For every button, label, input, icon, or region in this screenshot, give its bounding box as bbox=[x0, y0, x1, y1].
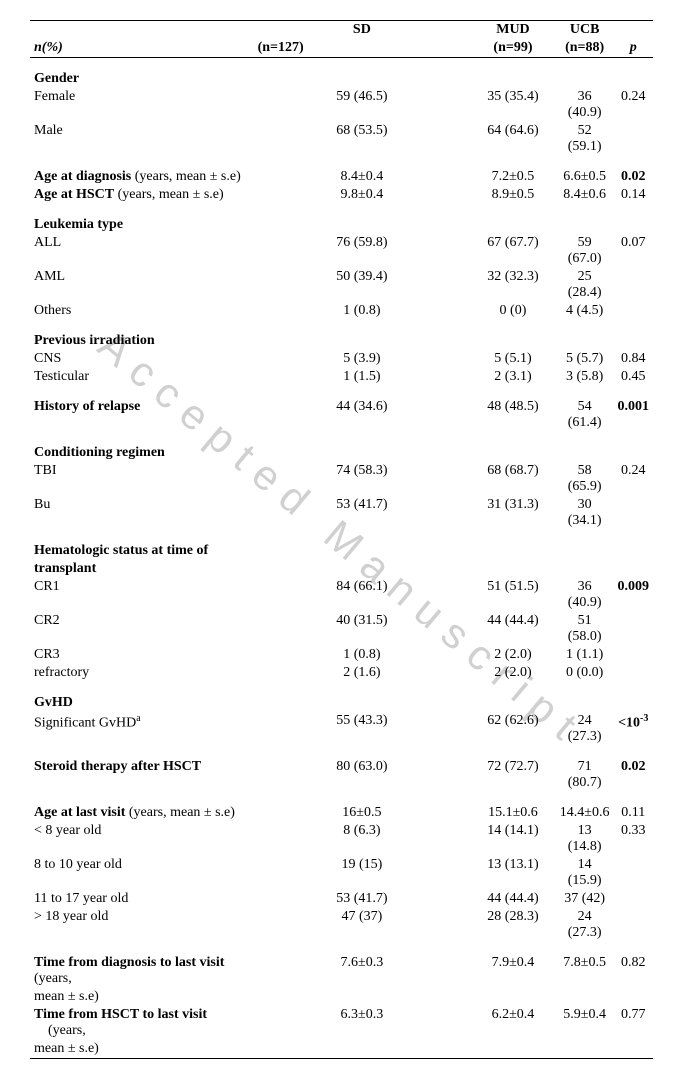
row-all: ALL76 (59.8)67 (67.7)59 (67.0)0.07 bbox=[30, 234, 653, 268]
row-cr2: CR240 (31.5)44 (44.4)51 (58.0) bbox=[30, 612, 653, 646]
row-cr1: CR184 (66.1)51 (51.5)36 (40.9)0.009 bbox=[30, 578, 653, 612]
row-refractory: refractory2 (1.6)2 (2.0)0 (0.0) bbox=[30, 664, 653, 682]
section-gender: Gender bbox=[30, 70, 653, 88]
header-row: n(%) SD MUD UCB p bbox=[30, 21, 653, 40]
row-8-10: 8 to 10 year old19 (15)13 (13.1)14 (15.9… bbox=[30, 856, 653, 890]
row-time-diag-2: mean ± s.e) bbox=[30, 988, 653, 1006]
row-bu: Bu53 (41.7)31 (31.3)30 (34.1) bbox=[30, 496, 653, 530]
col-mud-label: MUD bbox=[470, 21, 556, 40]
row-age-diagnosis: Age at diagnosis (years, mean ± s.e)8.4±… bbox=[30, 168, 653, 186]
section-irradiation: Previous irradiation bbox=[30, 332, 653, 350]
row-aml: AML50 (39.4)32 (32.3)25 (28.4) bbox=[30, 268, 653, 302]
row-male: Male68 (53.5)64 (64.6)52 (59.1) bbox=[30, 122, 653, 156]
section-leukemia: Leukemia type bbox=[30, 216, 653, 234]
section-gvhd: GvHD bbox=[30, 694, 653, 712]
col-p-label: p bbox=[613, 21, 653, 58]
row-female: Female59 (46.5)35 (35.4)36 (40.9)0.24 bbox=[30, 88, 653, 122]
row-testicular: Testicular1 (1.5)2 (3.1)3 (5.8)0.45 bbox=[30, 368, 653, 386]
section-hematologic-2: transplant bbox=[30, 560, 653, 578]
row-age-hsct: Age at HSCT (years, mean ± s.e)9.8±0.48.… bbox=[30, 186, 653, 204]
sd-n: (n=127) bbox=[254, 39, 471, 58]
row-lt8: < 8 year old8 (6.3)14 (14.1)13 (14.8)0.3… bbox=[30, 822, 653, 856]
col-ucb-label: UCB bbox=[556, 21, 614, 40]
row-age-last: Age at last visit (years, mean ± s.e)16±… bbox=[30, 804, 653, 822]
row-cns: CNS5 (3.9)5 (5.1)5 (5.7)0.84 bbox=[30, 350, 653, 368]
ucb-n: (n=88) bbox=[556, 39, 614, 58]
row-cr3: CR31 (0.8)2 (2.0)1 (1.1) bbox=[30, 646, 653, 664]
row-steroid: Steroid therapy after HSCT80 (63.0)72 (7… bbox=[30, 758, 653, 792]
section-conditioning: Conditioning regimen bbox=[30, 444, 653, 462]
row-time-hsct: Time from HSCT to last visit (years,6.3±… bbox=[30, 1006, 653, 1040]
row-gt18: > 18 year old47 (37)28 (28.3)24 (27.3) bbox=[30, 908, 653, 942]
row-relapse: History of relapse44 (34.6)48 (48.5)54 (… bbox=[30, 398, 653, 432]
row-time-diag: Time from diagnosis to last visit (years… bbox=[30, 954, 653, 988]
row-others: Others1 (0.8)0 (0)4 (4.5) bbox=[30, 302, 653, 320]
row-label: n(%) bbox=[34, 40, 63, 55]
patient-characteristics-table: n(%) SD MUD UCB p (n=127) (n=99) (n=88) … bbox=[30, 20, 653, 1059]
row-11-17: 11 to 17 year old53 (41.7)44 (44.4)37 (4… bbox=[30, 890, 653, 908]
row-time-hsct-2: mean ± s.e) bbox=[30, 1040, 653, 1059]
row-sig-gvhd: Significant GvHDa55 (43.3)62 (62.6)24 (2… bbox=[30, 712, 653, 746]
mud-n: (n=99) bbox=[470, 39, 556, 58]
section-hematologic-1: Hematologic status at time of bbox=[30, 542, 653, 560]
row-tbi: TBI74 (58.3)68 (68.7)58 (65.9)0.24 bbox=[30, 462, 653, 496]
col-sd-label: SD bbox=[254, 21, 471, 40]
